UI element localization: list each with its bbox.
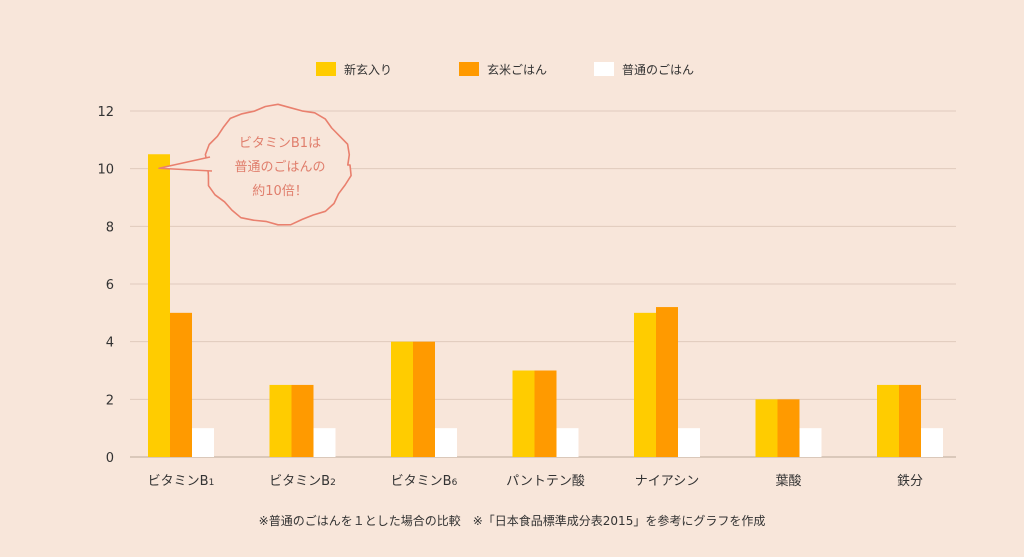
callout-seam — [209, 158, 214, 170]
callout-text-line: ビタミンB1は — [239, 136, 321, 151]
x-tick-label-subscript: 2 — [330, 478, 336, 488]
legend-label: 新玄入り — [344, 62, 392, 77]
callout-text-line: 普通のごはんの — [234, 159, 325, 175]
legend: 新玄入り 玄米ごはん 普通のごはん — [316, 62, 694, 77]
x-tick-label: 葉酸 — [775, 474, 801, 489]
x-tick-label: 鉄分 — [897, 474, 923, 489]
x-tick-label: パントテン酸 — [506, 474, 585, 489]
y-tick-label: 12 — [97, 105, 114, 120]
bar-2-6 — [777, 399, 800, 457]
bars — [148, 154, 943, 457]
x-tick-label: ビタミンB1 — [148, 474, 215, 489]
bar-2-1 — [170, 312, 192, 457]
legend-label: 玄米ごはん — [487, 62, 547, 77]
legend-swatch — [594, 62, 614, 76]
x-tick-label: ナイアシン — [635, 474, 699, 489]
x-tick-label-subscript: 6 — [452, 478, 458, 488]
bar-2-3 — [413, 341, 435, 457]
bar-3-1 — [192, 428, 214, 457]
y-axis-ticks: 0 2 4 6 8 10 12 — [97, 105, 114, 466]
bar-3-3 — [435, 428, 457, 457]
bar-1-2 — [269, 384, 292, 457]
bar-3-2 — [313, 428, 336, 457]
x-tick-label-subscript: 1 — [209, 478, 215, 488]
bar-1-3 — [391, 341, 413, 457]
y-tick-label: 8 — [106, 220, 114, 235]
y-tick-label: 10 — [97, 163, 114, 178]
bar-3-5 — [678, 428, 700, 457]
legend-swatch — [316, 62, 336, 76]
x-tick-label: ビタミンB2 — [269, 474, 336, 489]
bar-2-2 — [291, 384, 314, 457]
bar-1-5 — [634, 312, 656, 457]
x-axis-labels: ビタミンB1 ビタミンB2 ビタミンB6 パントテン酸 ナイアシン 葉酸 鉄分 — [148, 474, 923, 489]
legend-label: 普通のごはん — [622, 62, 694, 77]
bar-1-4 — [512, 370, 535, 457]
y-tick-label: 2 — [106, 393, 114, 408]
bar-1-7 — [877, 384, 899, 457]
y-tick-label: 0 — [106, 451, 114, 466]
bar-2-7 — [899, 384, 921, 457]
bar-1-1 — [148, 154, 170, 457]
x-tick-label: ビタミンB6 — [391, 474, 458, 489]
bar-3-7 — [921, 428, 943, 457]
bar-1-6 — [755, 399, 778, 457]
bar-3-6 — [799, 428, 822, 457]
bar-2-4 — [534, 370, 557, 457]
bar-3-4 — [556, 428, 579, 457]
callout-tail — [158, 156, 213, 172]
y-tick-label: 6 — [106, 278, 114, 293]
footnote: ※普通のごはんを１とした場合の比較 ※「日本食品標準成分表2015」を参考にグラ… — [258, 514, 766, 528]
legend-swatch — [459, 62, 479, 76]
bar-2-5 — [656, 307, 678, 457]
callout-text-line: 約10倍！ — [252, 184, 308, 199]
y-tick-label: 4 — [106, 336, 114, 351]
